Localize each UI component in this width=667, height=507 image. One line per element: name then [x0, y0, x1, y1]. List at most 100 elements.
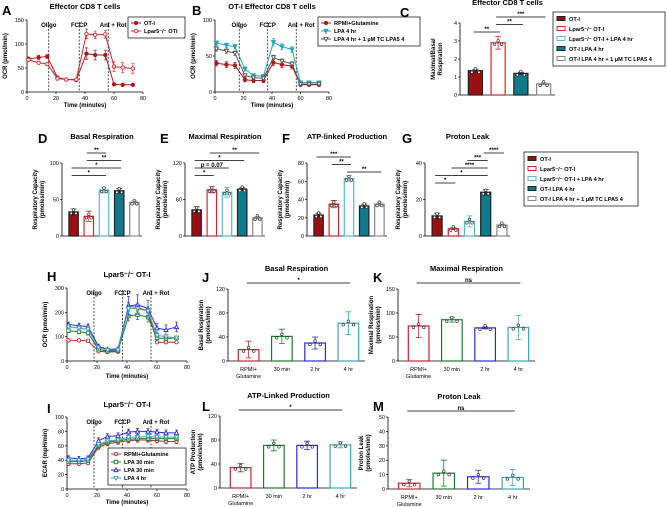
x-category-label: 30 min	[435, 495, 452, 501]
data-point	[519, 69, 523, 73]
y-tick-label: 100	[50, 161, 59, 167]
data-point	[364, 205, 369, 209]
significance-label: **	[102, 155, 107, 161]
series-1	[213, 38, 322, 86]
error-bar	[278, 328, 285, 344]
significance-label: *	[218, 155, 221, 161]
x-tick-label: 40	[82, 96, 88, 102]
data-point	[93, 32, 98, 38]
panel-letter: J	[202, 270, 209, 285]
data-point	[347, 174, 351, 179]
data-point	[319, 214, 323, 219]
data-point	[316, 81, 322, 88]
bar	[513, 72, 529, 96]
significance-label: *	[203, 170, 206, 176]
x-tick-label: 40	[124, 493, 130, 499]
data-point	[481, 476, 486, 480]
panel-B: B OT-I Effector CD8 T cells 0 50 100 OCR (pmo…	[191, 2, 421, 109]
bar	[358, 205, 370, 237]
data-point	[210, 186, 214, 190]
bar-group	[480, 188, 492, 237]
y-axis-label: OCR (pmol/min)	[191, 33, 197, 79]
data-point	[173, 323, 180, 330]
data-point	[104, 438, 111, 444]
panel-H: H Lpar5⁻/⁻ OT-I 0 100 200 300 OCR (pmol/min) 0 2…	[43, 269, 190, 380]
bar-group	[221, 186, 233, 237]
data-point	[74, 211, 78, 216]
data-point	[538, 83, 542, 87]
significance-label: ****	[465, 163, 475, 169]
data-point	[130, 202, 134, 206]
data-point	[279, 44, 285, 50]
significance-label: *	[297, 278, 300, 284]
x-category-label: 4 hr	[344, 367, 354, 373]
y-axis-label: Respiratory Capacity	[278, 169, 284, 230]
legend-swatch	[556, 26, 566, 31]
x-category-label: Glutamine	[236, 374, 261, 380]
bar	[129, 201, 140, 237]
x-tick-label: 40	[269, 96, 275, 102]
chart-title: ATP-linked Production	[307, 132, 388, 141]
y-tick-label: 0	[61, 487, 64, 493]
data-point	[289, 47, 295, 53]
injection-label: Oligo	[86, 291, 102, 297]
y-tick-label: 100	[386, 311, 395, 317]
y-axis-label: (pmoles/min)	[366, 434, 372, 471]
data-point	[253, 217, 257, 221]
data-point	[95, 442, 102, 448]
data-point	[484, 188, 488, 192]
data-point	[45, 62, 50, 67]
data-point	[477, 70, 481, 74]
data-point	[505, 477, 510, 481]
data-point	[323, 28, 329, 35]
legend-label: Lpar5⁻/⁻ OT-I	[540, 167, 576, 173]
x-tick-label: 40	[124, 365, 130, 371]
y-axis-label: Maximal Respiration	[369, 295, 375, 354]
injection-label: Ant + Rot	[100, 23, 127, 29]
bar-group	[507, 315, 530, 362]
error-bar	[440, 459, 447, 487]
data-point	[130, 66, 136, 71]
x-category-label: Glutamine	[406, 374, 431, 380]
error-bar	[475, 469, 482, 484]
data-point	[125, 428, 132, 435]
data-point	[411, 325, 416, 330]
bar-group	[407, 314, 430, 362]
data-point	[447, 473, 451, 477]
bar-group	[296, 440, 319, 489]
panel-letter: B	[192, 3, 201, 18]
x-category-label: RPMI+	[232, 494, 249, 500]
bar	[440, 319, 463, 362]
data-point	[252, 349, 256, 353]
data-point	[467, 217, 472, 221]
y-tick-label: 20	[58, 473, 64, 479]
data-point	[133, 28, 139, 34]
significance-label: **	[507, 19, 512, 25]
data-point	[242, 189, 247, 193]
chart-title: Maximal Respiration	[189, 132, 262, 141]
y-axis-label: Respiratory Capacity	[33, 169, 39, 230]
y-tick-label: 0	[21, 90, 24, 96]
data-point	[267, 445, 271, 449]
injection-label: FCCP	[114, 420, 130, 426]
x-category-label: 4 hr	[336, 494, 346, 500]
bar	[191, 209, 202, 237]
panel-letter: G	[402, 131, 412, 146]
y-tick-label: 100	[203, 18, 212, 24]
data-point	[515, 73, 519, 77]
data-point	[134, 435, 141, 441]
y-tick-label: 150	[386, 287, 395, 293]
bar-group	[397, 479, 421, 490]
y-tick-label: 50	[206, 54, 212, 60]
series-3	[65, 303, 180, 354]
data-point	[223, 48, 230, 55]
legend-label: Lpar5⁻/⁻ OT-I	[569, 27, 605, 33]
data-point	[113, 459, 119, 465]
bar-group	[68, 208, 79, 237]
y-tick-label: 60	[58, 444, 64, 450]
data-point	[360, 205, 364, 209]
data-point	[55, 76, 60, 81]
significance-label: **	[484, 27, 489, 33]
data-point	[111, 82, 117, 87]
data-point	[173, 429, 180, 435]
